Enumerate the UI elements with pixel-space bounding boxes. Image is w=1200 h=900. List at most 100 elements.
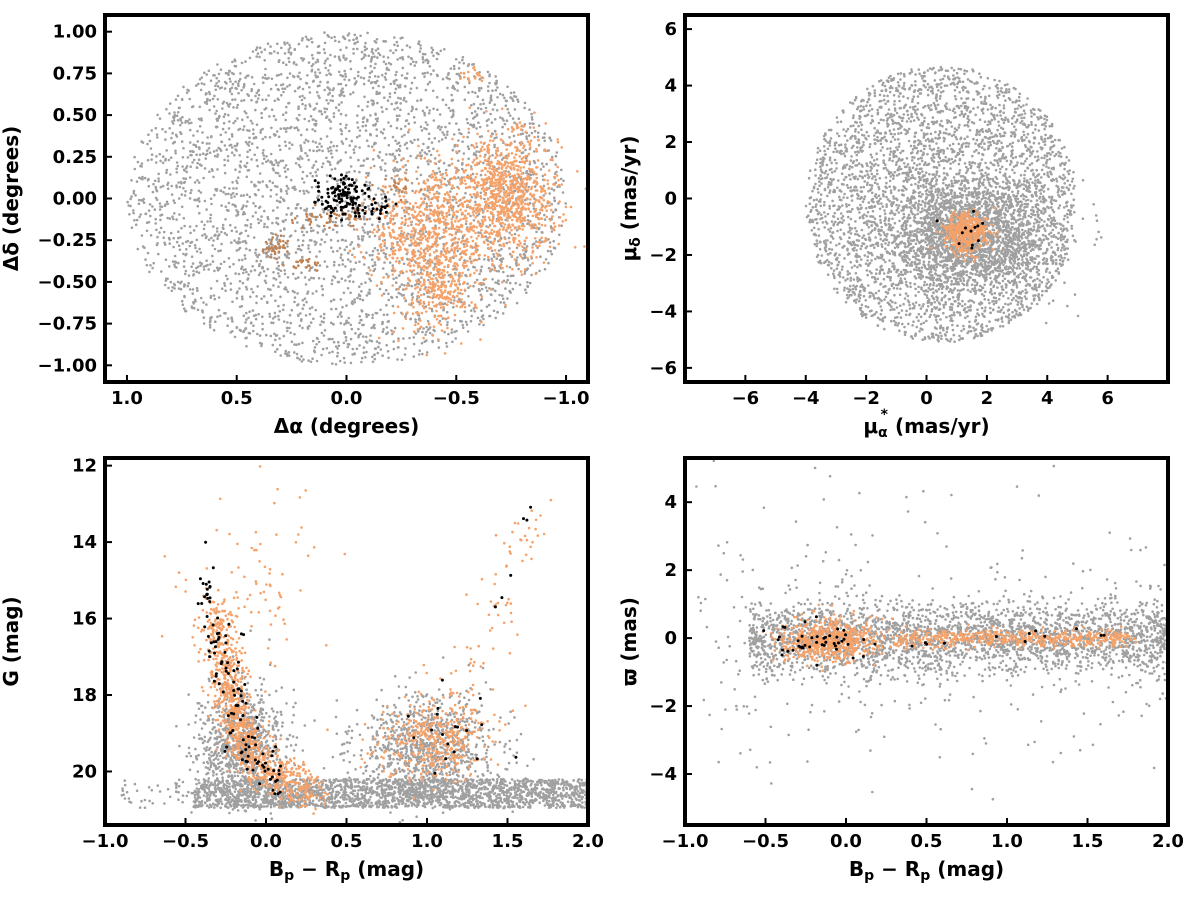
data-point bbox=[149, 264, 152, 267]
data-point bbox=[330, 282, 334, 286]
data-point bbox=[192, 229, 196, 232]
data-point bbox=[164, 159, 167, 162]
data-point bbox=[295, 343, 298, 347]
data-point bbox=[286, 245, 289, 248]
data-point bbox=[444, 136, 448, 139]
data-point bbox=[237, 84, 240, 88]
data-point bbox=[494, 187, 498, 191]
data-point bbox=[560, 224, 563, 227]
data-point bbox=[506, 274, 510, 278]
data-point bbox=[475, 142, 478, 145]
data-point bbox=[211, 97, 215, 101]
data-point bbox=[449, 301, 453, 305]
data-point bbox=[480, 228, 483, 232]
data-point bbox=[476, 184, 480, 188]
data-point bbox=[341, 305, 344, 309]
data-point bbox=[462, 242, 466, 246]
data-point bbox=[364, 66, 367, 70]
data-point bbox=[475, 163, 479, 166]
data-point bbox=[228, 187, 231, 190]
data-point bbox=[371, 47, 374, 51]
data-point bbox=[386, 99, 390, 102]
data-point bbox=[461, 264, 465, 267]
data-point bbox=[180, 182, 183, 185]
data-point bbox=[410, 230, 414, 233]
data-point bbox=[283, 269, 287, 272]
data-point bbox=[500, 259, 503, 263]
data-point bbox=[496, 311, 499, 314]
data-point bbox=[513, 227, 516, 230]
data-point bbox=[371, 316, 374, 320]
data-point bbox=[474, 200, 477, 204]
data-point bbox=[495, 194, 499, 197]
data-point bbox=[487, 303, 491, 307]
data-point bbox=[214, 84, 217, 88]
data-point bbox=[230, 316, 233, 320]
data-point bbox=[141, 245, 145, 248]
data-point bbox=[264, 160, 268, 164]
data-point bbox=[459, 218, 462, 221]
data-point bbox=[235, 106, 239, 109]
data-point bbox=[392, 340, 396, 343]
data-point bbox=[481, 211, 485, 214]
data-point bbox=[173, 260, 177, 264]
data-point bbox=[300, 149, 303, 152]
data-point bbox=[285, 63, 288, 67]
data-point bbox=[335, 179, 339, 183]
data-point bbox=[337, 70, 341, 74]
data-point bbox=[289, 321, 293, 325]
data-point bbox=[371, 313, 375, 317]
data-point bbox=[248, 310, 251, 314]
data-point bbox=[511, 267, 514, 271]
data-point bbox=[267, 238, 271, 241]
data-point bbox=[286, 329, 289, 333]
data-point bbox=[406, 159, 410, 163]
data-point bbox=[530, 223, 533, 226]
data-point bbox=[186, 88, 189, 92]
data-point bbox=[219, 149, 223, 152]
data-point bbox=[530, 116, 534, 119]
data-point bbox=[134, 223, 138, 226]
data-point bbox=[397, 274, 401, 277]
data-point bbox=[196, 140, 200, 143]
data-point bbox=[329, 99, 332, 102]
data-point bbox=[135, 180, 139, 183]
data-point bbox=[516, 100, 520, 103]
data-point bbox=[287, 351, 291, 354]
data-point bbox=[235, 241, 238, 244]
data-point bbox=[368, 288, 371, 292]
data-point bbox=[492, 176, 496, 179]
data-point bbox=[453, 67, 456, 71]
data-point bbox=[505, 241, 509, 245]
data-point bbox=[367, 54, 371, 58]
data-point bbox=[311, 140, 315, 143]
data-point bbox=[545, 209, 548, 212]
data-point bbox=[432, 69, 435, 72]
data-point bbox=[472, 252, 476, 256]
data-point bbox=[308, 312, 312, 316]
data-point bbox=[185, 252, 188, 256]
data-point bbox=[182, 168, 186, 172]
data-point bbox=[226, 277, 229, 281]
data-point bbox=[495, 219, 498, 223]
data-point bbox=[287, 252, 291, 256]
data-point bbox=[466, 282, 469, 286]
data-point bbox=[310, 185, 314, 189]
data-point bbox=[174, 151, 177, 155]
data-point bbox=[371, 264, 375, 268]
data-point bbox=[511, 203, 515, 206]
data-point bbox=[331, 250, 335, 253]
data-point bbox=[427, 328, 430, 331]
data-point bbox=[448, 122, 451, 125]
data-point bbox=[383, 169, 387, 172]
data-point bbox=[310, 68, 314, 72]
data-point bbox=[315, 241, 318, 244]
data-point bbox=[233, 59, 237, 63]
data-point bbox=[493, 173, 496, 177]
data-point bbox=[457, 291, 460, 295]
data-point bbox=[467, 157, 470, 161]
data-point bbox=[500, 218, 504, 221]
data-point bbox=[225, 208, 229, 212]
data-point bbox=[230, 229, 234, 233]
data-point bbox=[498, 177, 501, 180]
